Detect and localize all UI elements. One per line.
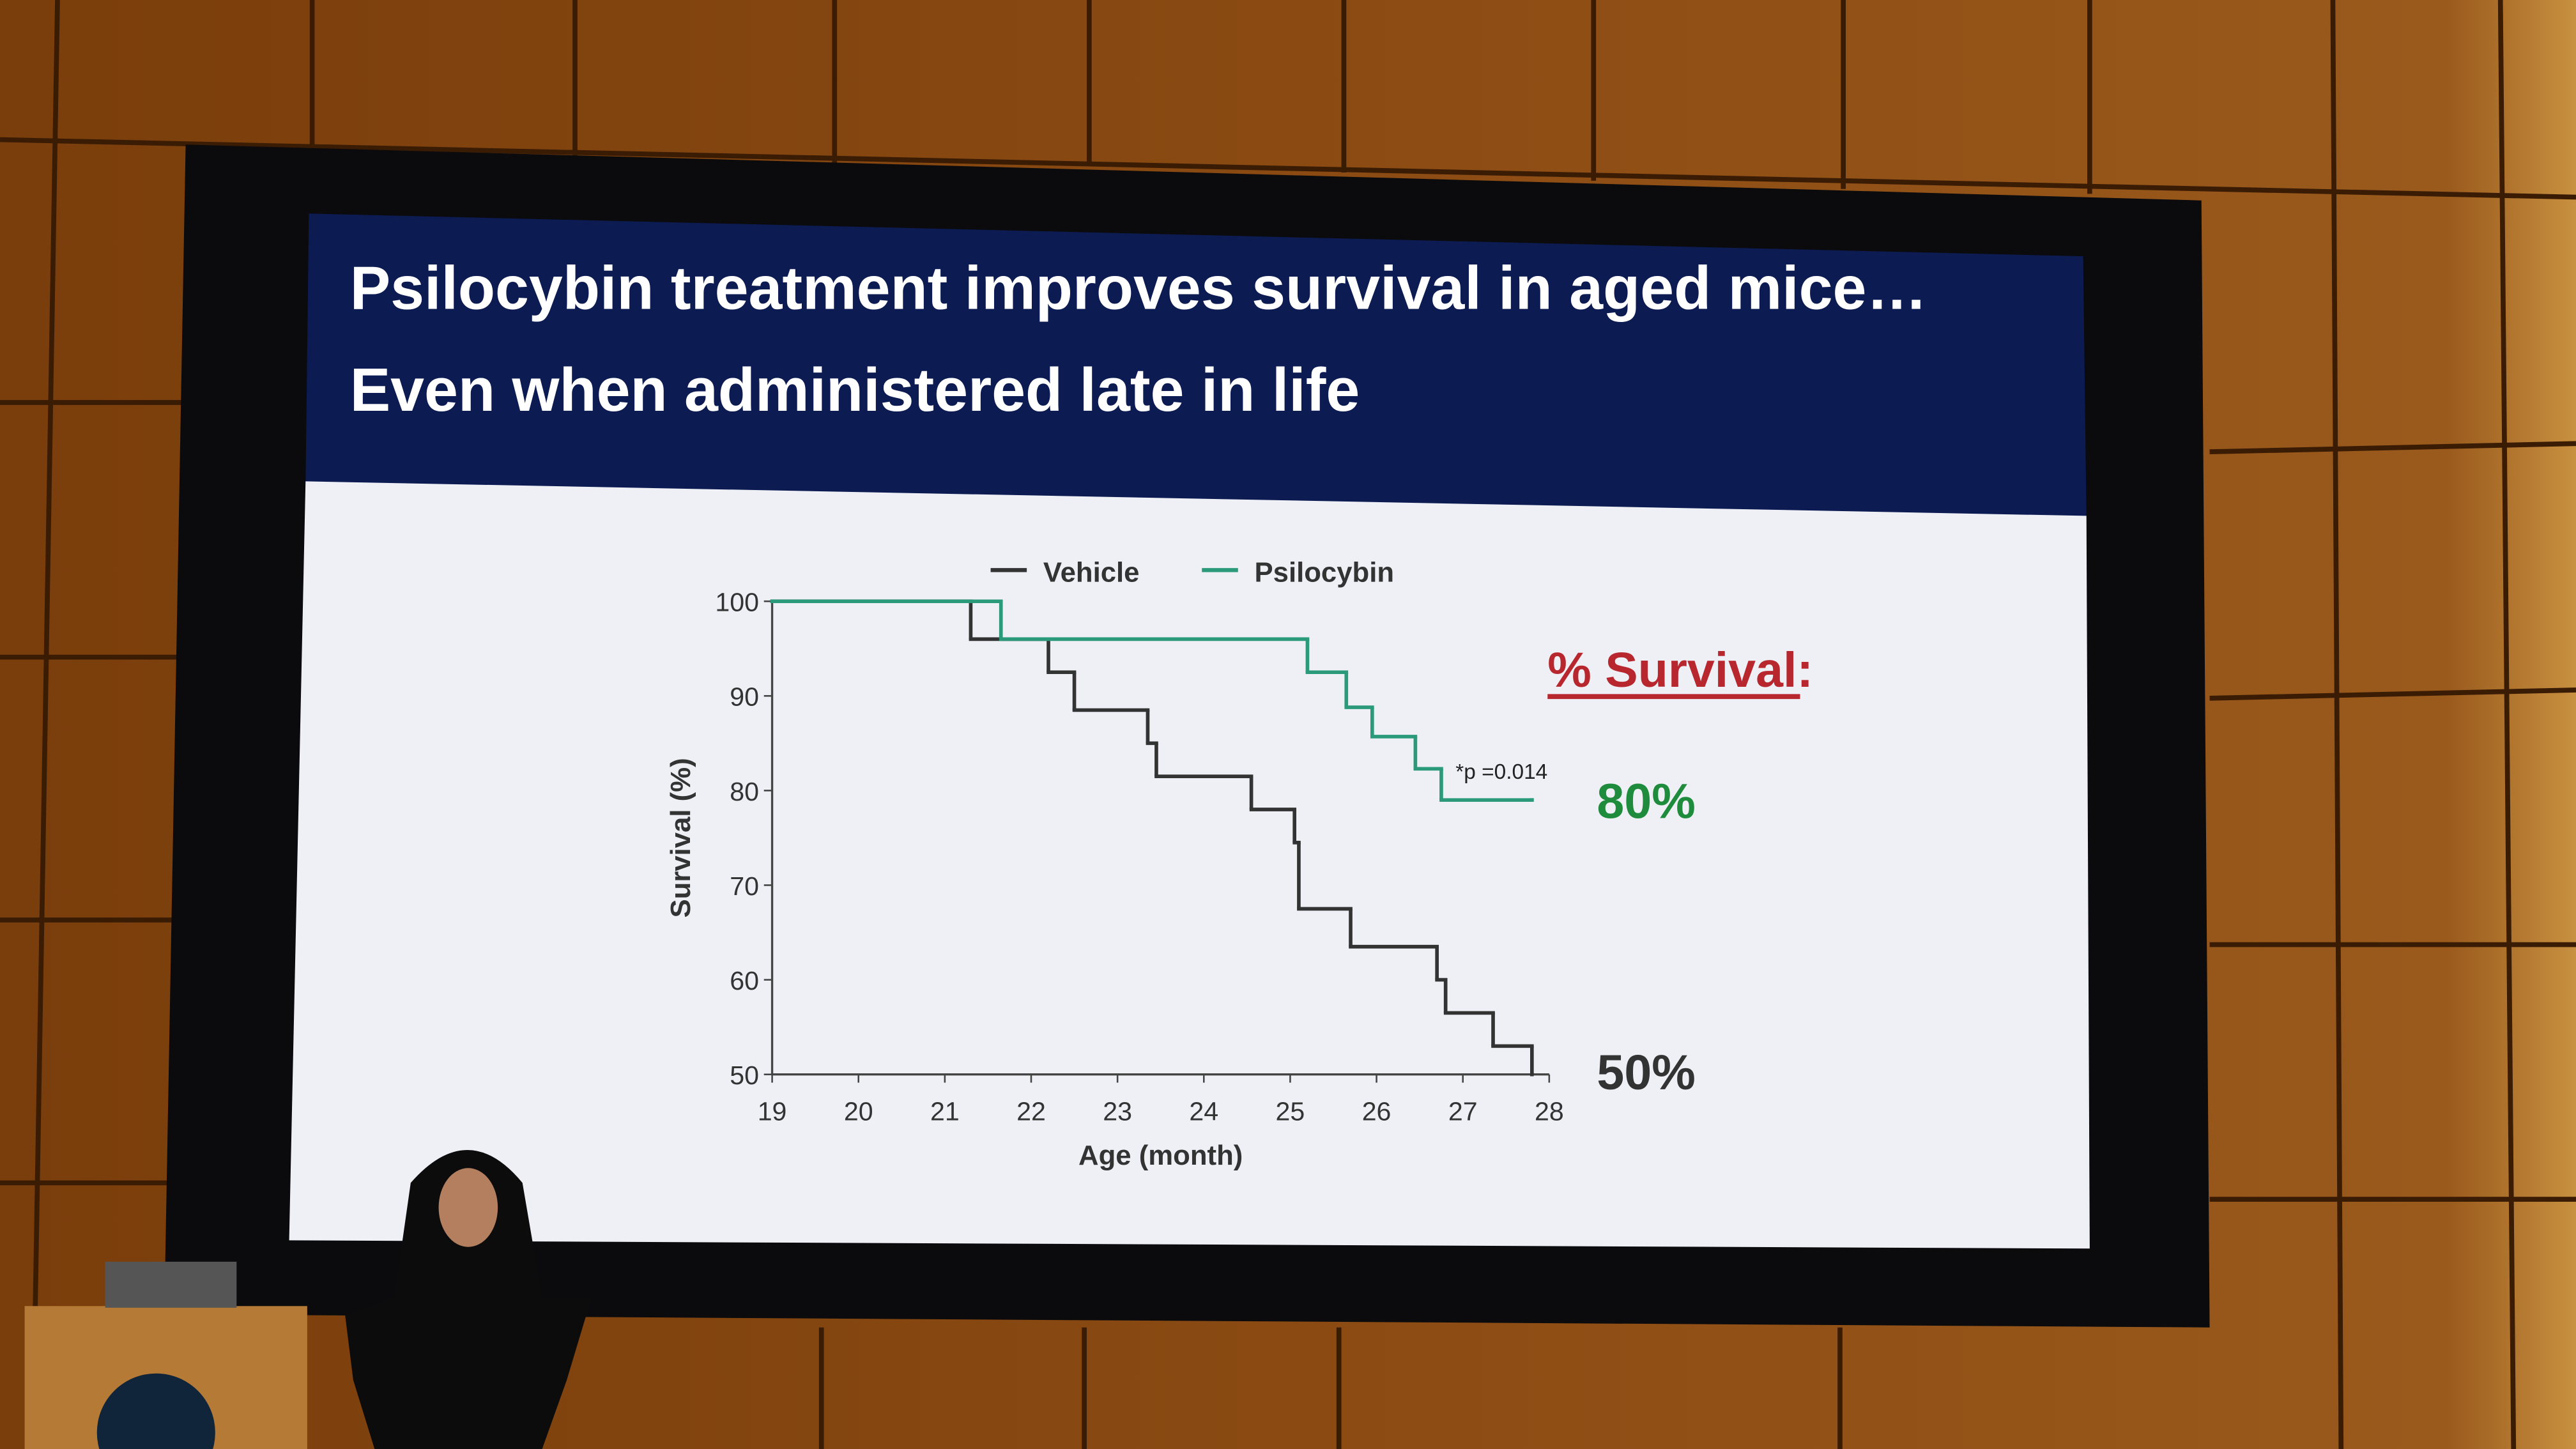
x-tick-label: 21 (930, 1097, 960, 1126)
x-tick-label: 27 (1448, 1097, 1478, 1126)
slide-body (289, 481, 2090, 1249)
x-tick-label: 25 (1276, 1097, 1305, 1126)
y-tick-label: 90 (730, 682, 759, 712)
x-tick-label: 28 (1535, 1097, 1564, 1126)
legend-label: Psilocybin (1254, 556, 1394, 588)
x-tick-label: 19 (758, 1097, 787, 1126)
annotation: 50% (1597, 1045, 1695, 1100)
x-tick-label: 26 (1362, 1097, 1392, 1126)
annotation: 80% (1597, 774, 1695, 829)
y-tick-label: 100 (715, 588, 759, 617)
person (345, 1150, 592, 1449)
slide-subtitle: Even when administered late in life (350, 356, 1360, 424)
y-tick-label: 70 (730, 871, 759, 901)
slide-title: Psilocybin treatment improves survival i… (350, 254, 1928, 322)
legend-label: Vehicle (1043, 556, 1140, 588)
x-tick-label: 23 (1103, 1097, 1132, 1126)
x-tick-label: 22 (1016, 1097, 1046, 1126)
annotation: % Survival: (1547, 643, 1813, 698)
x-tick-label: 24 (1189, 1097, 1218, 1126)
y-tick-label: 50 (730, 1061, 759, 1090)
laptop (105, 1261, 237, 1308)
face (438, 1168, 498, 1247)
podium-logo (96, 1373, 215, 1449)
x-axis-label: Age (month) (1078, 1140, 1243, 1171)
y-tick-label: 80 (730, 777, 759, 806)
y-axis-label: Survival (%) (665, 758, 696, 917)
chart: 50 60 70 80 90 100 19 20 21 22 23 24 25 26 27 28 Age (mo… (665, 556, 1813, 1171)
presenter (24, 1150, 592, 1449)
annotation: *p =0.014 (1455, 760, 1547, 784)
y-tick-label: 60 (730, 966, 759, 995)
x-tick-label: 20 (844, 1097, 873, 1126)
slide-header (305, 213, 2087, 519)
